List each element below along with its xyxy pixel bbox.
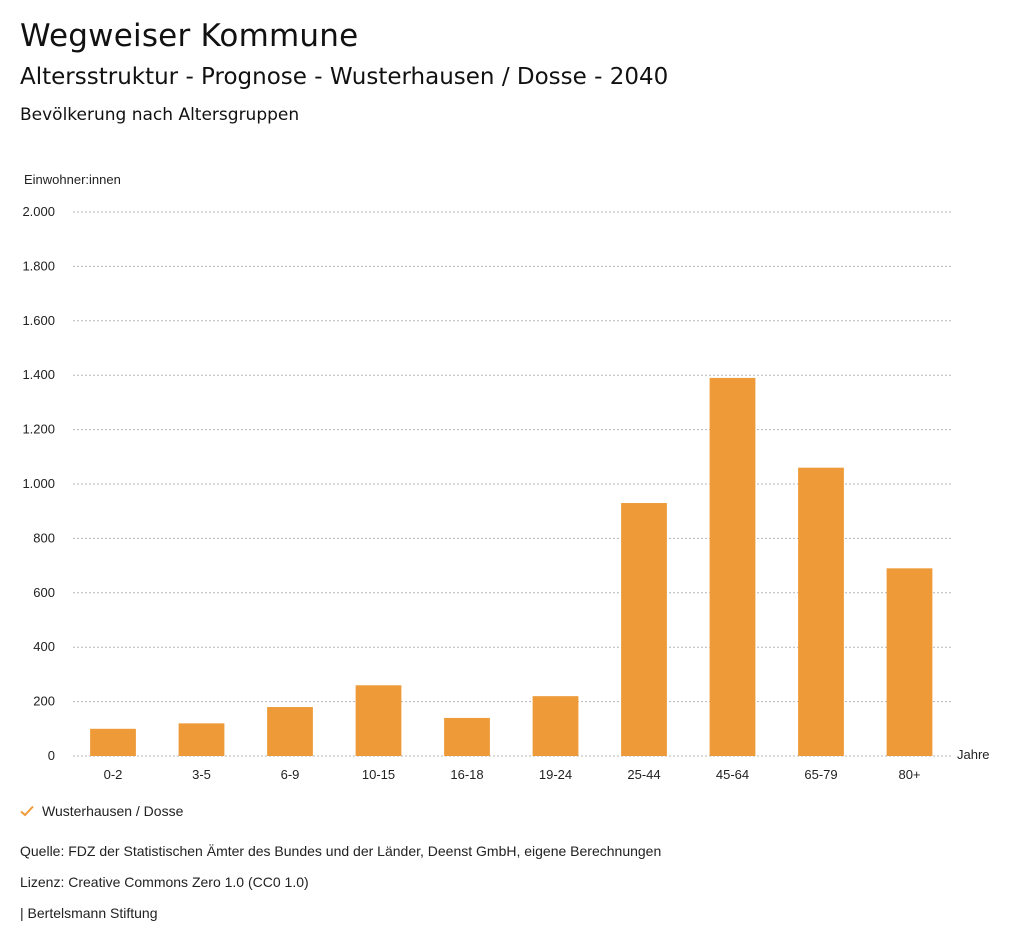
y-tick-label: 2.000 xyxy=(22,204,55,219)
bar-25-44[interactable] xyxy=(621,503,667,756)
y-tick-label: 1.600 xyxy=(22,313,55,328)
bars xyxy=(90,377,933,756)
bar-16-18[interactable] xyxy=(444,717,490,756)
x-tick-label: 3-5 xyxy=(192,767,211,782)
bar-0-2[interactable] xyxy=(90,728,136,756)
y-axis-ticks: 0 200 400 600 800 1.000 1.200 1.400 1.600 1.800 2.… xyxy=(22,204,55,763)
x-tick-label: 10-15 xyxy=(362,767,395,782)
bar-80+[interactable] xyxy=(886,568,933,756)
y-tick-label: 1.800 xyxy=(22,258,55,273)
x-tick-label: 65-79 xyxy=(804,767,837,782)
x-tick-label: 25-44 xyxy=(627,767,660,782)
x-tick-label: 6-9 xyxy=(281,767,300,782)
x-tick-label: 19-24 xyxy=(539,767,572,782)
y-tick-label: 1.000 xyxy=(22,476,55,491)
x-tick-label: 45-64 xyxy=(716,767,749,782)
source-text: Quelle: FDZ der Statistischen Ämter des … xyxy=(20,843,662,859)
chart-title: Bevölkerung nach Altersgruppen xyxy=(20,105,300,125)
bar-chart: Einwohner:innen 0 200 400 600 800 1.000 1.200 1… xyxy=(22,172,990,782)
page-subtitle: Altersstruktur - Prognose - Wusterhausen… xyxy=(20,64,669,90)
x-axis-label: Jahre xyxy=(957,747,990,762)
y-tick-label: 1.200 xyxy=(22,422,55,437)
bar-6-9[interactable] xyxy=(267,707,313,756)
y-tick-label: 600 xyxy=(33,585,55,600)
y-tick-label: 1.400 xyxy=(22,367,55,382)
legend-item-wusterhausen[interactable]: Wusterhausen / Dosse xyxy=(18,802,183,820)
bar-65-79[interactable] xyxy=(798,467,844,756)
x-tick-label: 80+ xyxy=(898,767,920,782)
license-text: Lizenz: Creative Commons Zero 1.0 (CC0 1… xyxy=(20,874,309,890)
bar-10-15[interactable] xyxy=(355,685,402,756)
bar-19-24[interactable] xyxy=(532,696,579,756)
publisher-text: | Bertelsmann Stiftung xyxy=(20,905,158,921)
x-tick-label: 16-18 xyxy=(450,767,483,782)
y-tick-label: 200 xyxy=(33,694,55,709)
y-tick-label: 800 xyxy=(33,530,55,545)
bar-3-5[interactable] xyxy=(178,723,225,756)
x-tick-label: 0-2 xyxy=(104,767,123,782)
checkmark-icon xyxy=(20,805,34,817)
y-tick-label: 400 xyxy=(33,639,55,654)
y-axis-label: Einwohner:innen xyxy=(24,172,121,187)
legend-label: Wusterhausen / Dosse xyxy=(42,803,184,819)
page-title: Wegweiser Kommune xyxy=(20,18,359,54)
x-axis-ticks: 0-2 3-5 6-9 10-15 16-18 19-24 25-44 45-64 65-79 8… xyxy=(104,767,921,782)
y-tick-label: 0 xyxy=(48,748,55,763)
bar-45-64[interactable] xyxy=(709,377,756,756)
